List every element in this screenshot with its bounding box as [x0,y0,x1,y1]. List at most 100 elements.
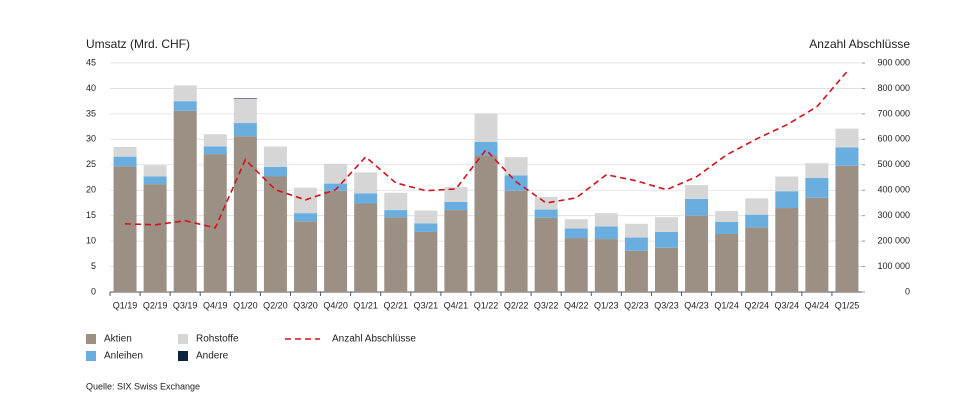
bar-segment [715,233,739,292]
bar-segment [263,176,287,292]
x-tick-label: Q4/22 [564,300,589,310]
bar-segment [654,217,678,232]
bar-segment [474,141,498,156]
y2-tick-label: 300 000 [877,210,910,220]
legend-swatch [86,351,96,361]
y-tick-label: 20 [86,185,96,195]
y2-tick-label: 700 000 [877,108,910,118]
bar-segment [233,136,257,292]
bar-segment [715,221,739,234]
y2-tick-label: 500 000 [877,159,910,169]
x-tick-label: Q4/24 [805,300,830,310]
bar-segment [775,176,799,192]
bar-segment [233,123,257,137]
bar-segment [474,113,498,142]
x-tick-label: Q2/19 [143,300,168,310]
x-tick-label: Q1/25 [835,300,860,310]
bar-segment [263,166,287,177]
y2-tick-label: 100 000 [877,261,910,271]
legend-label: Anzahl Abschlüsse [332,334,416,345]
bar-segment [534,196,558,210]
x-tick-label: Q4/21 [444,300,469,310]
x-tick-label: Q2/22 [504,300,529,310]
bar-segment [324,190,348,292]
bar-segment [715,211,739,222]
y-tick-label: 25 [86,159,96,169]
bar-segment [805,163,829,179]
bar-segment [624,223,648,238]
y2-tick-label: 0 [905,286,910,296]
x-tick-label: Q4/19 [203,300,228,310]
bar-segment [143,165,167,177]
x-tick-label: Q2/24 [744,300,769,310]
bar-segment [324,183,348,191]
bar-segment [173,110,197,292]
x-tick-label: Q1/19 [113,300,138,310]
x-tick-label: Q1/20 [233,300,258,310]
legend-swatch [86,334,96,344]
bar-segment [263,146,287,167]
x-tick-label: Q2/23 [624,300,649,310]
y2-tick-label: 800 000 [877,83,910,93]
bar-segment [143,176,167,185]
bar-segment [384,210,408,218]
x-tick-label: Q1/23 [594,300,619,310]
x-tick-label: Q4/20 [323,300,348,310]
bar-segment [504,157,528,176]
bar-segment [203,146,227,155]
bar-segment [685,215,709,292]
y-axis-title: Umsatz (Mrd. CHF) [86,37,190,51]
bar-segment [143,184,167,292]
y2-tick-label: 400 000 [877,185,910,195]
line-series [125,71,848,229]
bar-segment [113,156,137,167]
x-tick-label: Q4/23 [684,300,709,310]
bar-segment [564,238,588,292]
bar-segment [203,134,227,147]
bar-segment [654,247,678,292]
bar-segment [564,228,588,239]
bar-segment [685,198,709,216]
legend-swatch [178,334,188,344]
bar-segment [113,146,137,157]
bar-segment [835,165,859,292]
y2-tick-label: 600 000 [877,134,910,144]
x-tick-label: Q1/22 [474,300,499,310]
bar-segment [594,213,618,227]
bar-segment [354,172,378,194]
bar-segment [294,213,318,222]
bar-segment [805,178,829,198]
x-tick-label: Q3/22 [534,300,559,310]
x-tick-label: Q3/20 [293,300,318,310]
y-tick-label: 30 [86,134,96,144]
bar-segment [745,198,769,215]
y-tick-label: 0 [91,286,96,296]
bar-segment [444,210,468,292]
bar-segment [444,187,468,202]
bar-segment [203,154,227,292]
y2-tick-label: 900 000 [877,57,910,67]
x-tick-label: Q3/19 [173,300,198,310]
bar-segment [113,166,137,292]
bar-segment [775,191,799,209]
bar-segment [624,237,648,251]
bar-segment [805,197,829,292]
legend-label: Aktien [104,334,132,345]
bar-segment [685,185,709,199]
legend-label: Andere [196,351,229,362]
source: Quelle: SIX Swiss Exchange [86,381,200,391]
bar-segment [534,217,558,292]
legend-label: Rohstoffe [196,334,239,345]
bar-segment [594,226,618,240]
bar-segment [354,193,378,204]
bar-segment [173,101,197,111]
bar-segment [324,163,348,184]
x-tick-label: Q3/24 [775,300,800,310]
bar-segment [294,221,318,292]
y2-axis-title: Anzahl Abschlüsse [809,37,910,51]
y2-tick-label: 200 000 [877,235,910,245]
bar-segment [504,190,528,292]
bar-segment [354,203,378,292]
bar-segment [654,231,678,248]
bar-segment [745,214,769,228]
